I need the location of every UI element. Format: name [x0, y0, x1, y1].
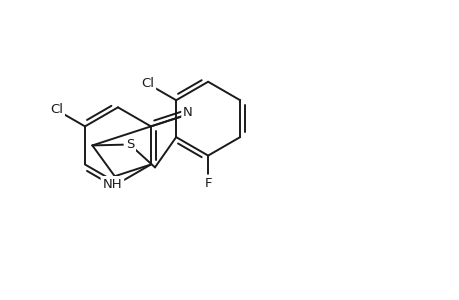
Text: Cl: Cl — [141, 77, 154, 90]
Text: S: S — [125, 138, 134, 151]
Text: N: N — [183, 106, 193, 119]
Text: NH: NH — [102, 178, 122, 191]
Text: Cl: Cl — [50, 103, 63, 116]
Text: F: F — [204, 176, 212, 190]
